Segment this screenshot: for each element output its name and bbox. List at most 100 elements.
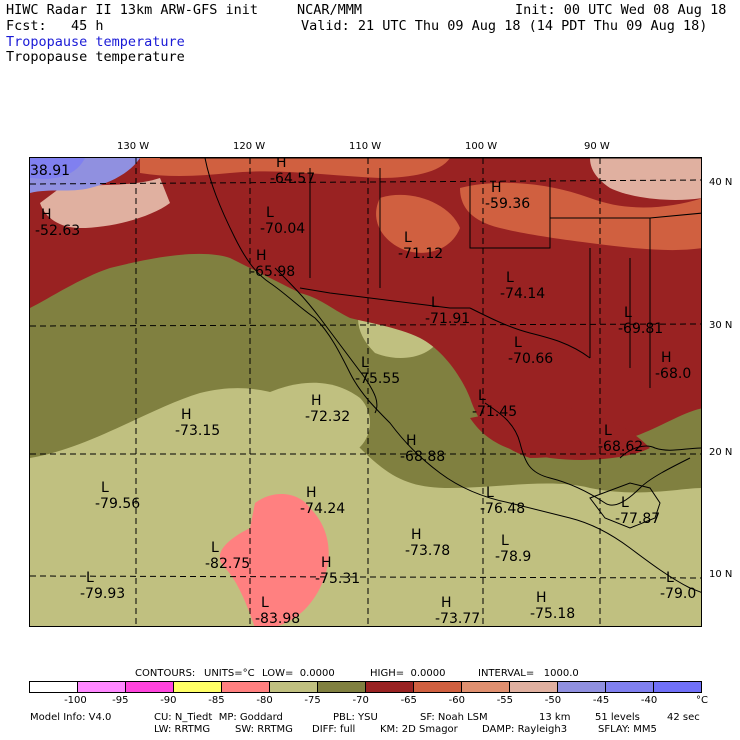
colorbar-swatch: [222, 682, 270, 692]
colorbar-swatch: [654, 682, 701, 692]
org-label: NCAR/MMM: [297, 2, 363, 18]
high-marker: H: [256, 248, 267, 264]
extremum-value: -75.18: [530, 606, 576, 622]
low-marker: L: [361, 355, 369, 371]
timestep-info: 42 sec: [667, 712, 700, 723]
colorbar-tick-label: -50: [544, 695, 562, 706]
colorbar-tick-label: -90: [160, 695, 177, 706]
contours-high: HIGH= 0.0000: [370, 668, 446, 679]
colorbar-swatch: [78, 682, 126, 692]
extremum-value: -74.14: [500, 286, 546, 302]
extremum-value: -71.45: [472, 404, 518, 420]
high-marker: H: [181, 407, 192, 423]
high-marker: H: [536, 590, 547, 606]
colorbar-unit: °C: [696, 695, 708, 706]
cu-mp-info: CU: N_Tiedt MP: Goddard: [154, 712, 283, 723]
extremum-value: -76.48: [480, 501, 526, 517]
extremum-value: -71.91: [425, 311, 471, 327]
field-title-contour: Tropopause temperature: [6, 49, 185, 65]
damp-info: DAMP: Rayleigh3: [482, 724, 568, 735]
colorbar-swatch: [606, 682, 654, 692]
colorbar-swatch: [558, 682, 606, 692]
extremum-value: -73.15: [175, 423, 221, 439]
sw-info: SW: RRTMG: [235, 724, 293, 735]
low-marker: L: [86, 570, 94, 586]
high-marker: H: [411, 527, 422, 543]
extremum-value: -79.93: [80, 586, 126, 602]
extremum-value: -83.98: [255, 611, 301, 627]
low-marker: L: [501, 533, 509, 549]
lat-label-30n: 30 N: [709, 320, 733, 331]
extremum-value: -68.0: [655, 366, 692, 382]
lat-label-40n: 40 N: [709, 177, 733, 188]
extremum-value: -73.77: [435, 611, 481, 627]
lon-label-120w: 120 W: [233, 141, 266, 152]
extremum-value: -78.9: [495, 549, 532, 565]
km-info: KM: 2D Smagor: [380, 724, 458, 735]
valid-time: Valid: 21 UTC Thu 09 Aug 18 (14 PDT Thu …: [301, 18, 708, 34]
colorbar-tick-label: -60: [448, 695, 465, 706]
colorbar-tick-label: -45: [592, 695, 610, 706]
extremum-value: -65.98: [250, 264, 296, 280]
lon-label-130w: 130 W: [117, 141, 150, 152]
low-marker: L: [666, 570, 674, 586]
high-marker: H: [491, 180, 502, 196]
low-marker: L: [506, 270, 514, 286]
contours-units: UNITS=°C: [204, 668, 255, 679]
extremum-value: -52.63: [35, 223, 81, 239]
colorbar: [29, 681, 702, 693]
low-marker: L: [624, 305, 632, 321]
extremum-value: -77.87: [615, 511, 661, 527]
contours-interval: INTERVAL= 1000.0: [478, 668, 579, 679]
colorbar-swatch: [318, 682, 366, 692]
low-marker: L: [514, 335, 522, 351]
extremum-value: -74.24: [300, 501, 346, 517]
high-marker: H: [661, 350, 672, 366]
colorbar-swatch: [30, 682, 78, 692]
extremum-value: -79.0: [660, 586, 697, 602]
low-marker: L: [404, 230, 412, 246]
contours-label: CONTOURS:: [135, 668, 196, 679]
lon-label-100w: 100 W: [465, 141, 498, 152]
low-marker: L: [486, 485, 494, 501]
colorbar-tick-label: -40: [640, 695, 658, 706]
extremum-value: -68.88: [400, 449, 446, 465]
pbl-info: PBL: YSU: [333, 712, 378, 723]
tropopause-temperature-map: H38.91H-52.63H-64.57L-70.04H-65.98H-59.3…: [29, 157, 702, 627]
low-marker: L: [478, 388, 486, 404]
model-info: Model Info: V4.0: [30, 712, 112, 723]
low-marker: L: [266, 205, 274, 221]
extremum-value: -75.31: [315, 571, 361, 587]
extremum-value: -68.62: [598, 439, 644, 455]
init-time: Init: 00 UTC Wed 08 Aug 18: [515, 2, 727, 18]
extremum-value: -71.12: [398, 246, 444, 262]
forecast-hour: Fcst: 45 h: [6, 18, 104, 34]
high-marker: H: [41, 207, 52, 223]
extremum-value: -70.04: [260, 221, 306, 237]
low-marker: L: [211, 540, 219, 556]
colorbar-swatch: [510, 682, 558, 692]
model-title: HIWC Radar II 13km ARW-GFS init: [6, 2, 258, 18]
colorbar-swatch: [462, 682, 510, 692]
colorbar-tick-label: -95: [112, 695, 129, 706]
levels-info: 51 levels: [595, 712, 640, 723]
high-marker: H: [321, 555, 332, 571]
colorbar-swatch: [174, 682, 222, 692]
lon-label-90w: 90 W: [584, 141, 610, 152]
colorbar-tick-label: -85: [208, 695, 225, 706]
colorbar-tick-label: -70: [352, 695, 369, 706]
extremum-value: -79.56: [95, 496, 141, 512]
colorbar-swatch: [414, 682, 462, 692]
high-marker: H: [311, 393, 322, 409]
extremum-value: -75.55: [355, 371, 401, 387]
high-marker: H: [276, 157, 287, 171]
colorbar-swatch: [126, 682, 174, 692]
colorbar-tick-label: -65: [400, 695, 417, 706]
lw-info: LW: RRTMG: [154, 724, 211, 735]
high-marker: H: [406, 433, 417, 449]
extremum-value: -69.81: [618, 321, 664, 337]
contours-low: LOW= 0.0000: [262, 668, 335, 679]
colorbar-tick-label: -100: [64, 695, 87, 706]
extremum-value: -59.36: [485, 196, 531, 212]
extremum-value: 38.91: [30, 163, 71, 179]
